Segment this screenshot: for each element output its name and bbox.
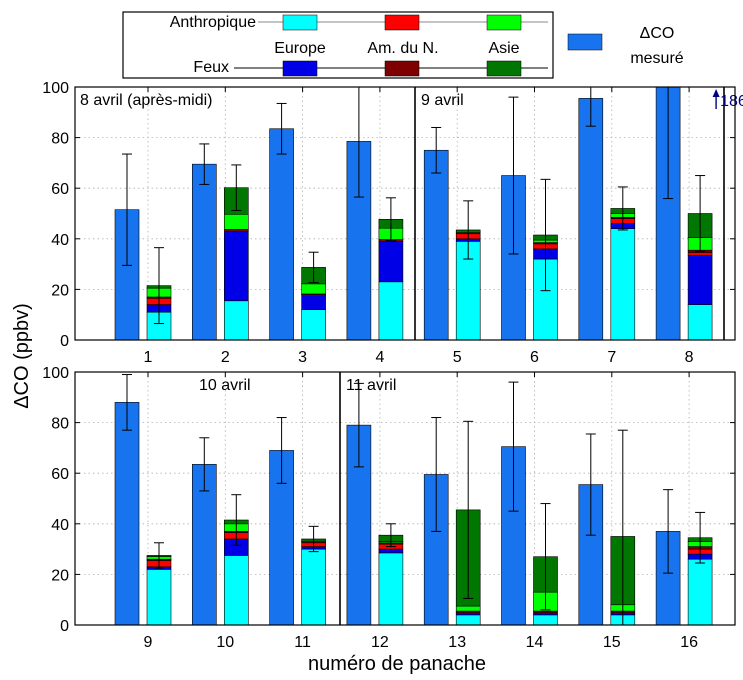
model-bar-anthro-europe [533, 614, 558, 625]
model-bar-fire-europe [224, 230, 249, 302]
day-label: 10 avril [199, 377, 251, 394]
model-bar-fire-europe [687, 254, 713, 305]
y-tick-label: 100 [42, 365, 69, 382]
legend-swatch-anthro-asie [486, 14, 522, 31]
x-tick-label: 15 [603, 634, 621, 651]
annotation-value: 186.9 [720, 93, 743, 110]
measured-bar [423, 149, 449, 340]
y-tick-label: 0 [60, 333, 69, 350]
bars-group [114, 87, 713, 340]
model-bar-fire-europe [378, 241, 404, 283]
x-tick-label: 8 [685, 349, 694, 366]
model-bar-anthro-europe [301, 309, 326, 340]
y-tick-label: 60 [51, 181, 69, 198]
y-tick-label: 60 [51, 466, 69, 483]
model-bar-anthro-asie [224, 213, 249, 230]
legend-swatch-anthro-europe [282, 14, 318, 31]
legend-europe-label: Europe [274, 40, 326, 57]
measured-bar [578, 98, 604, 340]
day-label: 9 avril [421, 92, 464, 109]
legend-measured-label-1: ΔCO [640, 25, 675, 42]
model-bar-anthro-asie [301, 283, 326, 295]
model-bar-anthro-europe [224, 300, 249, 340]
legend-swatch-fire-asie [486, 60, 522, 77]
model-bar-anthro-europe [378, 552, 404, 625]
x-tick-label: 9 [144, 634, 153, 651]
x-tick-label: 6 [530, 349, 539, 366]
model-bar-anthro-asie [455, 605, 481, 612]
x-tick-label: 3 [298, 349, 307, 366]
model-bar-fire-europe [378, 548, 404, 554]
y-tick-label: 20 [51, 567, 69, 584]
model-bar-anthro-europe [378, 281, 404, 340]
x-axis-title: numéro de panache [308, 653, 486, 675]
panel-frame [74, 371, 736, 626]
y-tick-label: 80 [51, 416, 69, 433]
measured-bar [192, 163, 217, 340]
y-tick-label: 20 [51, 282, 69, 299]
x-tick-label: 7 [607, 349, 616, 366]
x-tick-label: 4 [375, 349, 384, 366]
y-tick-label: 80 [51, 131, 69, 148]
legend-anthropique-label: Anthropique [170, 14, 256, 31]
legend-amn-label: Am. du N. [367, 40, 438, 57]
model-bar-anthro-europe [146, 569, 172, 625]
x-tick-label: 2 [221, 349, 230, 366]
x-tick-label: 14 [526, 634, 544, 651]
y-tick-label: 40 [51, 232, 69, 249]
legend-swatch-fire-amn [384, 60, 420, 77]
day-label: 11 avril [346, 377, 396, 394]
x-tick-label: 5 [453, 349, 462, 366]
legend-asie-label: Asie [488, 40, 519, 57]
panel-frame [74, 86, 736, 341]
model-bar-anthro-europe [301, 548, 326, 625]
y-tick-label: 40 [51, 517, 69, 534]
legend-feux-label: Feux [193, 59, 229, 76]
legend-swatch-anthro-amn [384, 14, 420, 31]
y-tick-label: 0 [60, 618, 69, 635]
model-bar-anthro-europe [146, 311, 172, 340]
x-tick-label: 1 [144, 349, 153, 366]
model-bar-anthro-europe [455, 614, 481, 625]
y-tick-label: 100 [42, 80, 69, 97]
legend-swatch-measured [567, 33, 603, 51]
legend-swatch-fire-europe [282, 60, 318, 77]
model-bar-anthro-europe [687, 304, 713, 340]
x-tick-label: 12 [371, 634, 389, 651]
x-tick-label: 16 [680, 634, 698, 651]
measured-bar [269, 128, 294, 340]
measured-bar [114, 402, 140, 625]
x-tick-label: 11 [294, 634, 311, 651]
model-bar-anthro-europe [224, 555, 249, 625]
legend-measured-label-2: mesuré [630, 50, 683, 67]
annotation-arrow-head [712, 89, 720, 97]
model-bar-anthro-europe [687, 558, 713, 625]
model-bar-fire-europe [301, 295, 326, 310]
model-bar-anthro-europe [610, 228, 636, 340]
x-tick-label: 13 [448, 634, 466, 651]
panel-bottom: 0 20 40 60 80 100 9 10 11 12 13 14 15 16 10 avril 11 av… [42, 365, 736, 651]
x-tick-label: 10 [216, 634, 234, 651]
y-axis-title: ΔCO (ppbv) [11, 303, 33, 409]
model-bar-anthro-amn [687, 252, 713, 256]
day-label: 8 avril (après-midi) [80, 92, 212, 109]
bars-group [114, 374, 713, 625]
panel-top: 0 20 40 60 80 100 1 2 3 4 5 6 7 8 8 avril (après-midi)… [42, 80, 743, 366]
legend: Anthropique Europe Am. du N. Asie Feux Δ… [122, 11, 684, 79]
